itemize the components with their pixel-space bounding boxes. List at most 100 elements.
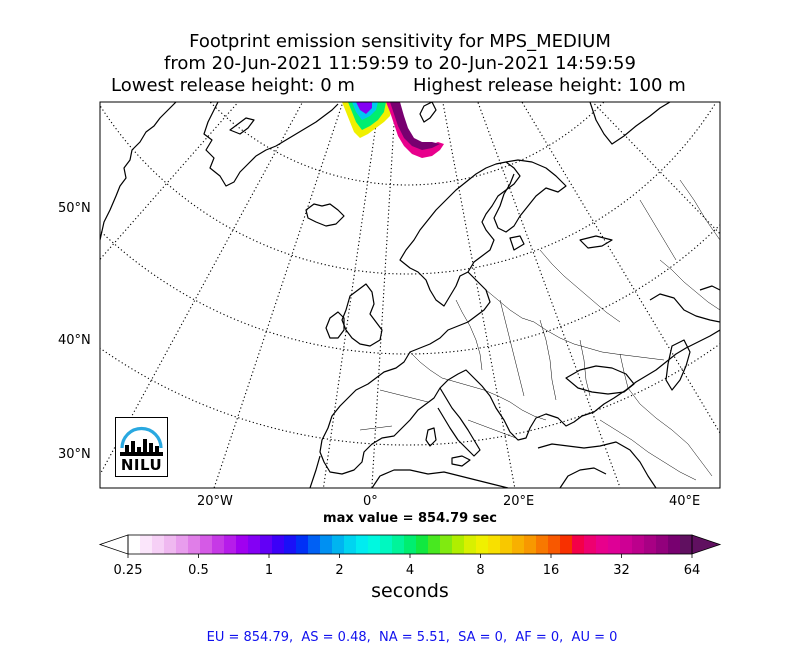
ireland-coast	[325, 311, 345, 339]
colorbar-cell	[176, 535, 189, 554]
colorbar-cell	[164, 535, 177, 554]
colorbar-unit-label: seconds	[371, 580, 449, 602]
colorbar-cell	[356, 535, 369, 554]
colorbar-cell	[548, 535, 561, 554]
colorbar-cell	[440, 535, 453, 554]
colorbar-cell	[464, 535, 477, 554]
nilu-logo: NILU	[115, 417, 168, 477]
border-7	[619, 353, 713, 477]
colorbar-cell	[620, 535, 633, 554]
border-8	[599, 419, 697, 481]
lon-label-40e: 40°E	[669, 494, 701, 509]
colorbar-tick-label: 16	[542, 563, 560, 578]
release-heights: Lowest release height: 0 m Highest relea…	[0, 75, 800, 97]
greenland-coast	[100, 102, 339, 241]
colorbar-cell	[332, 535, 345, 554]
border-14	[639, 199, 677, 261]
colorbar-cell	[584, 535, 597, 554]
greenland-island	[229, 117, 255, 135]
colorbar-cell	[512, 535, 525, 554]
border-1	[485, 289, 665, 361]
border-5	[539, 319, 557, 401]
colorbar-cell	[224, 535, 237, 554]
colorbar-cell	[128, 535, 141, 554]
colorbar-cell	[500, 535, 513, 554]
colorbar-tick-label: 4	[405, 563, 415, 578]
highest-release-height: Highest release height: 100 m	[413, 75, 686, 96]
colorbar-tick-label: 2	[335, 563, 344, 578]
colorbar-cell	[152, 535, 165, 554]
border-12	[359, 425, 393, 431]
lake-onega	[509, 235, 525, 251]
caspian-coast	[665, 339, 691, 391]
scandinavia-coast	[399, 161, 521, 307]
finland-coast	[493, 159, 567, 233]
colorbar-cell	[452, 535, 465, 554]
colorbar-cell	[428, 535, 441, 554]
region-stats: EU = 854.79, AS = 0.48, NA = 5.51, SA = …	[206, 630, 618, 645]
colorbar-cells	[128, 535, 693, 554]
plume-dark	[390, 102, 440, 150]
nilu-logo-icon	[120, 426, 163, 456]
lon-label-0: 0°	[363, 494, 378, 509]
nilu-logo-text: NILU	[120, 456, 163, 474]
europe-coast	[319, 271, 720, 475]
colorbar-cell	[572, 535, 585, 554]
colorbar-cell	[416, 535, 429, 554]
sensitivity-plume	[342, 102, 444, 158]
sardinia-coast	[425, 427, 437, 447]
plume-purple	[356, 102, 372, 114]
black-sea-coast	[565, 365, 635, 395]
colorbar-tick-label: 32	[613, 563, 630, 578]
arctic-coast	[589, 102, 671, 145]
colorbar-tick-label: 8	[476, 563, 485, 578]
colorbar-cell	[644, 535, 657, 554]
border-4	[499, 299, 525, 397]
colorbar-cell	[668, 535, 681, 554]
colorbar-tick-label: 64	[683, 563, 701, 578]
plot-title-line2: from 20-Jun-2021 11:59:59 to 20-Jun-2021…	[164, 53, 636, 74]
colorbar-cell	[596, 535, 609, 554]
plot-title-line1: Footprint emission sensitivity for MPS_M…	[189, 31, 611, 52]
meridian-40w	[100, 102, 239, 261]
colorbar-cell	[308, 535, 321, 554]
novaya-zemlya	[579, 235, 613, 249]
lat-label-50n: 50°N	[58, 201, 91, 216]
colorbar-cell	[320, 535, 333, 554]
colorbar-cell	[200, 535, 213, 554]
colorbar-cell	[380, 535, 393, 554]
colorbar-cell	[212, 535, 225, 554]
colorbar-cell	[524, 535, 537, 554]
colorbar-min-arrow	[98, 534, 129, 555]
lowest-release-height: Lowest release height: 0 m	[111, 75, 355, 96]
nilu-arc	[120, 426, 163, 449]
colorbar-cell	[248, 535, 261, 554]
anatolia-coast	[537, 441, 657, 488]
colorbar-cell	[656, 535, 669, 554]
levant-coast	[559, 467, 607, 488]
colorbar-tick-marks	[127, 554, 693, 558]
colorbar-cell	[284, 535, 297, 554]
border-10	[659, 259, 720, 311]
border-6	[579, 339, 591, 397]
country-borders	[359, 179, 720, 481]
border-9	[539, 249, 621, 323]
border-15	[679, 179, 720, 241]
latitude-gridlines	[100, 102, 720, 446]
colorbar-cell	[296, 535, 309, 554]
colorbar-cell	[392, 535, 405, 554]
colorbar-cell	[188, 535, 201, 554]
lat-gridline-40	[100, 343, 720, 446]
map-frame	[99, 101, 721, 489]
iceland-coast	[305, 203, 345, 227]
colorbar-cell	[632, 535, 645, 554]
colorbar-cell	[608, 535, 621, 554]
lon-label-20e: 20°E	[503, 494, 535, 509]
colorbar-cell	[536, 535, 549, 554]
colorbar-cell	[344, 535, 357, 554]
sicily-coast	[451, 455, 471, 467]
border-11	[379, 389, 429, 403]
colorbar-cell	[140, 535, 153, 554]
colorbar-cell	[680, 535, 693, 554]
